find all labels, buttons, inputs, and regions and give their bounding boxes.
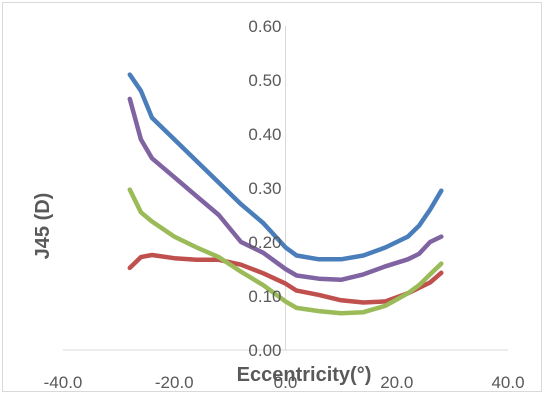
y-tick-label: 0.20 [248,233,281,252]
y-tick-label: 0.40 [248,125,281,144]
x-tick-label: 0.0 [274,373,298,392]
chart-frame [2,2,542,392]
y-axis-title: J45 (D) [32,193,54,260]
x-axis-title: Eccentricity(°) [237,364,372,386]
y-tick-label: 0.10 [248,287,281,306]
y-tick-label: 0.30 [248,179,281,198]
series-line-1 [127,72,444,262]
y-tick-label: 0.00 [248,341,281,360]
y-tick-label: 0.60 [248,17,281,36]
x-tick-label: -20.0 [155,373,194,392]
y-tick-label: 0.50 [248,71,281,90]
series-line-2 [127,96,444,283]
x-tick-label: -40.0 [44,373,83,392]
x-tick-label: 40.0 [491,373,524,392]
x-tick-label: 20.0 [380,373,413,392]
series-line-4 [127,187,444,316]
